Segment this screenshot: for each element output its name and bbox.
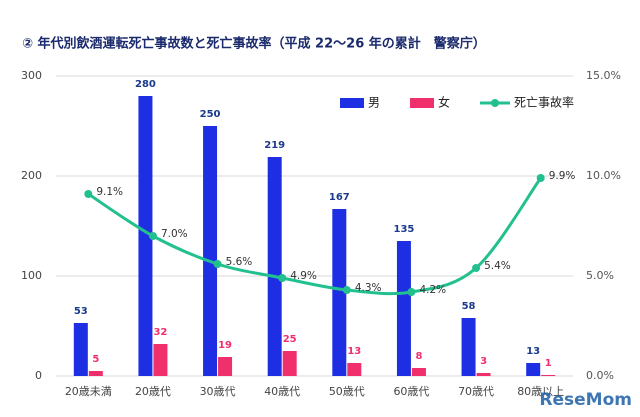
bar [88, 371, 103, 376]
value-label: 58 [462, 301, 476, 312]
value-label: 9.1% [96, 186, 123, 198]
x-tick-label: 50歳代 [329, 385, 365, 398]
y-tick-label: 0 [35, 369, 42, 382]
legend-swatch [410, 98, 434, 108]
y2-tick-label: 5.0% [586, 269, 614, 282]
legend-label: 死亡事故率 [514, 95, 574, 110]
value-label: 19 [218, 340, 232, 351]
bar [411, 368, 426, 376]
bar [218, 357, 233, 376]
bar [73, 323, 88, 376]
x-tick-label: 20歳代 [135, 385, 171, 398]
line-point [472, 264, 481, 272]
x-tick-label: 70歳代 [458, 385, 494, 398]
value-label: 250 [200, 109, 221, 120]
y-tick-label: 200 [21, 169, 42, 182]
line-point [278, 274, 287, 282]
x-tick-label: 60歳代 [393, 385, 429, 398]
bar [541, 375, 556, 376]
value-label: 8 [415, 351, 422, 362]
value-label: 1 [545, 358, 552, 369]
value-label: 4.2% [419, 284, 446, 296]
bar [476, 373, 491, 376]
line-point [84, 190, 93, 198]
value-label: 135 [394, 224, 415, 235]
value-label: 13 [347, 346, 361, 357]
value-label: 4.9% [290, 270, 317, 282]
value-label: 280 [135, 79, 156, 90]
bar [332, 209, 347, 376]
line-point [148, 232, 157, 240]
value-label: 32 [153, 327, 167, 338]
legend-label: 女 [438, 95, 450, 110]
line-point [213, 260, 222, 268]
x-tick-label: 40歳代 [264, 385, 300, 398]
bar [526, 363, 541, 376]
legend-swatch [491, 99, 499, 107]
value-label: 5 [92, 354, 99, 365]
bar [203, 126, 218, 376]
y2-tick-label: 10.0% [586, 169, 621, 182]
value-label: 5.6% [226, 256, 253, 268]
line-point [342, 286, 351, 294]
line-point [407, 288, 416, 296]
legend-swatch [340, 98, 364, 108]
y-tick-label: 100 [21, 269, 42, 282]
value-label: 53 [74, 306, 88, 317]
legend-label: 男 [368, 96, 380, 110]
bar [267, 157, 282, 376]
value-label: 5.4% [484, 260, 511, 272]
bar [396, 241, 411, 376]
y-tick-label: 300 [21, 69, 42, 82]
value-label: 9.9% [549, 170, 576, 182]
line-point [536, 174, 545, 182]
y2-tick-label: 0.0% [586, 369, 614, 382]
value-label: 3 [480, 356, 487, 367]
chart-title: ② 年代別飲酒運転死亡事故数と死亡事故率（平成 22～26 年の累計 警察庁） [22, 36, 486, 52]
bar [153, 344, 168, 376]
bar [282, 351, 297, 376]
watermark: ReseMom [539, 390, 632, 410]
value-label: 25 [283, 334, 297, 345]
x-tick-label: 80歳以上 [517, 385, 564, 398]
x-tick-label: 20歳未満 [65, 385, 112, 398]
y2-tick-label: 15.0% [586, 69, 621, 82]
value-label: 167 [329, 192, 350, 203]
value-label: 13 [526, 346, 540, 357]
value-label: 4.3% [355, 282, 382, 294]
x-tick-label: 30歳代 [200, 385, 236, 398]
value-label: 7.0% [161, 228, 188, 240]
bar [461, 318, 476, 376]
bar [347, 363, 362, 376]
bar [138, 96, 153, 376]
value-label: 219 [264, 140, 285, 151]
